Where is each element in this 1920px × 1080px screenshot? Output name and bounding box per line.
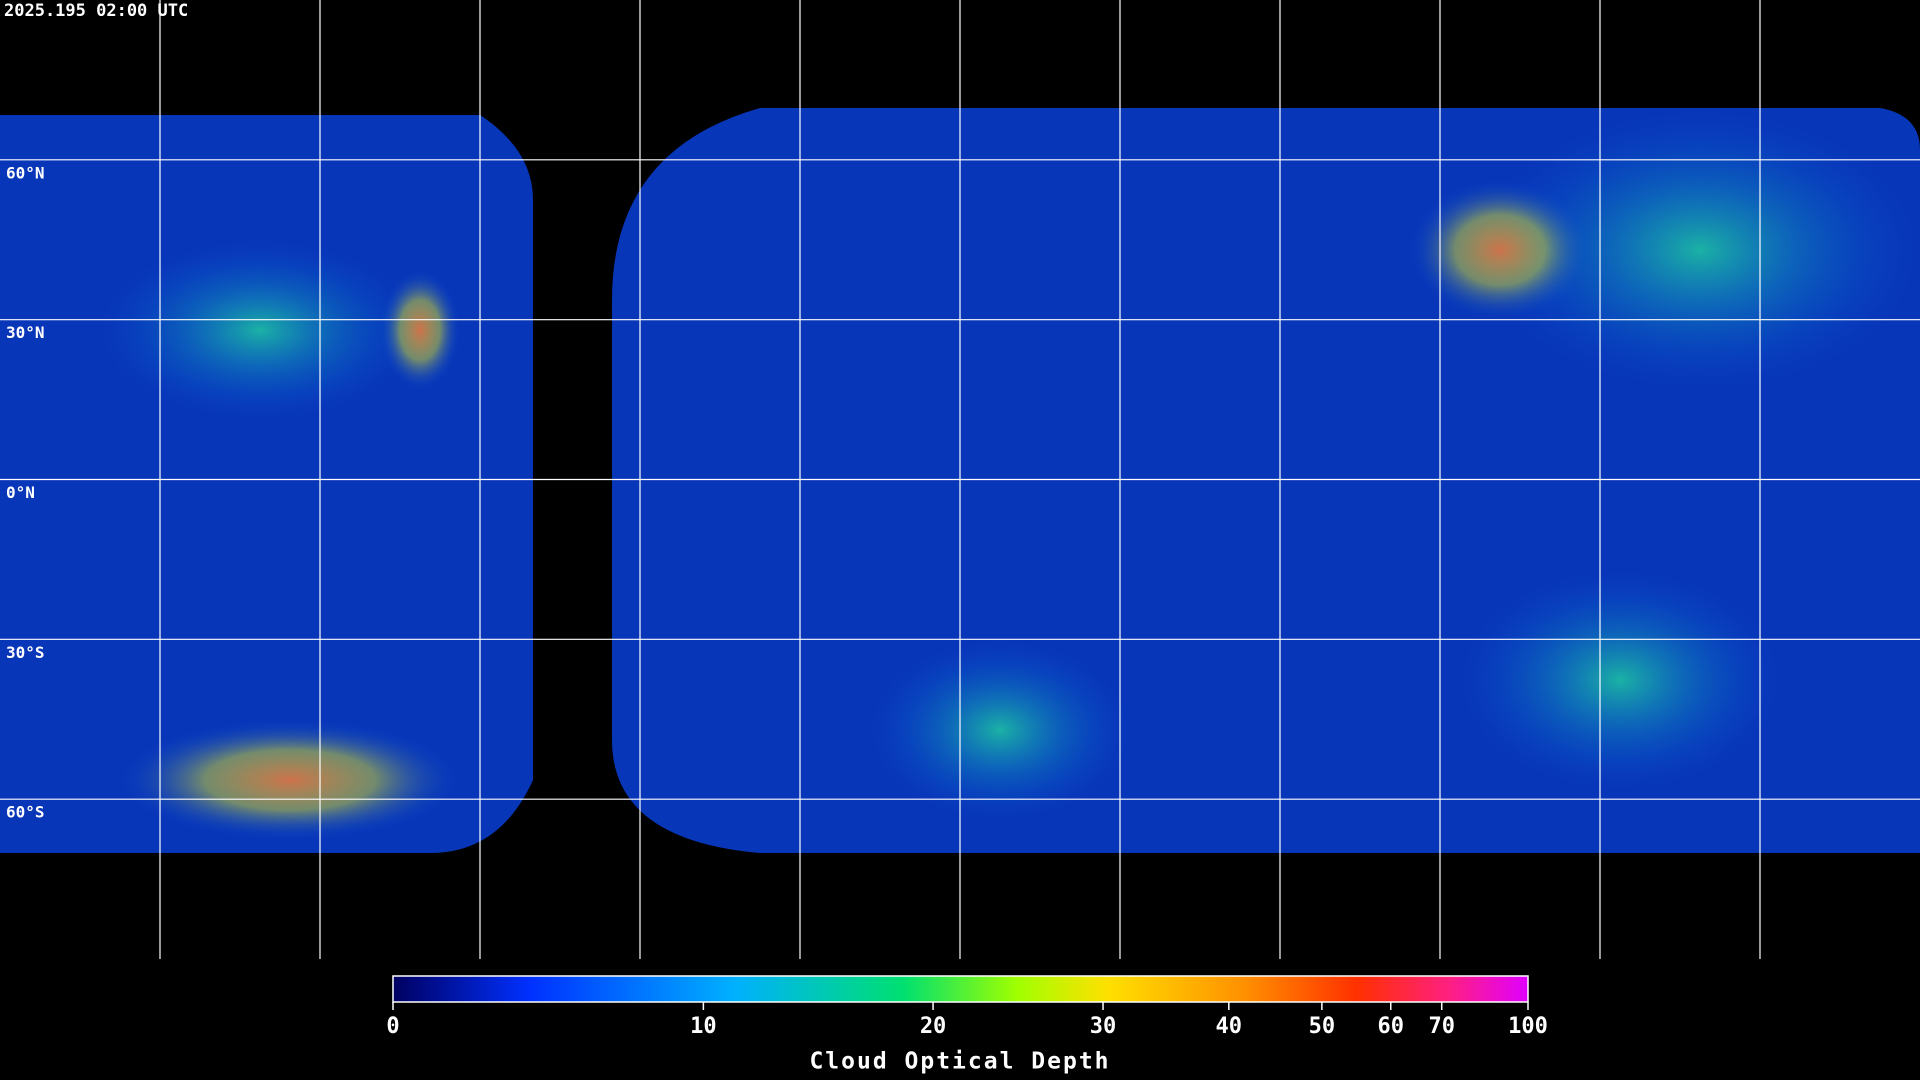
cloud xyxy=(380,270,460,390)
tick-label: 10 xyxy=(690,1014,717,1039)
latitude-label: 60°S xyxy=(6,803,45,822)
latitude-label: 0°N xyxy=(6,483,35,502)
cloud xyxy=(870,640,1130,820)
colorbar-bar xyxy=(392,975,1529,1003)
tick-label: 60 xyxy=(1378,1014,1405,1039)
latitude-label: 30°S xyxy=(6,643,45,662)
tick-label: 50 xyxy=(1309,1014,1336,1039)
tick-label: 100 xyxy=(1508,1014,1548,1039)
tick-label: 20 xyxy=(920,1014,947,1039)
map: 60°N 30°N 0°N 30°S 60°S 2025.195 02:00 UTC xyxy=(0,0,1920,959)
tick-label: 70 xyxy=(1428,1014,1455,1039)
timestamp: 2025.195 02:00 UTC xyxy=(4,1,188,21)
tick-label: 40 xyxy=(1216,1014,1243,1039)
cloud xyxy=(100,240,420,420)
latitude-grid: 60°N 30°N 0°N 30°S 60°S xyxy=(0,159,1920,822)
cloud xyxy=(120,720,460,840)
tick-label: 30 xyxy=(1090,1014,1117,1039)
colorbar: Cloud Optical Depth 0 10 20 30 40 50 60 70 100 xyxy=(386,975,1548,1075)
latitude-label: 30°N xyxy=(6,323,45,342)
tick-label: 0 xyxy=(386,1014,399,1039)
cloud xyxy=(1460,570,1780,790)
colorbar-title: Cloud Optical Depth xyxy=(809,1049,1110,1075)
cloud xyxy=(1410,180,1590,320)
latitude-label: 60°N xyxy=(6,163,45,182)
